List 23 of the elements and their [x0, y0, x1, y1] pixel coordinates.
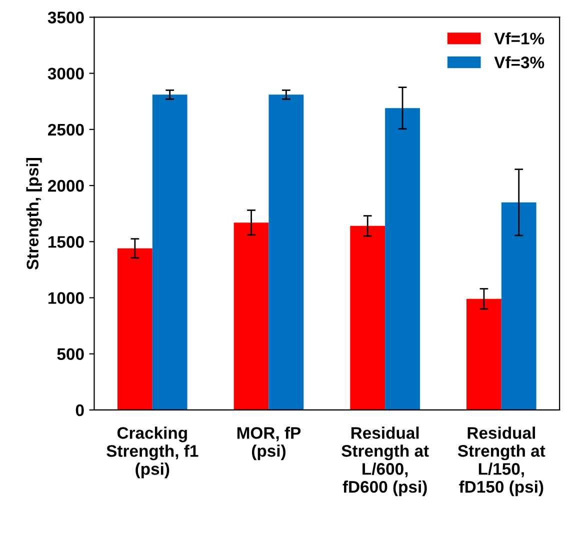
y-tick-label: 2500: [48, 124, 84, 136]
bar: [466, 298, 502, 410]
y-tick-label: 2000: [48, 180, 84, 192]
bar: [234, 222, 269, 410]
bar: [501, 202, 536, 410]
bar: [350, 226, 386, 410]
bar: [268, 94, 304, 410]
y-tick-label: 0: [76, 404, 84, 416]
bar: [152, 94, 188, 410]
x-tick-label: MOR, fP (psi): [237, 426, 301, 460]
legend-label: Vf=3%: [494, 56, 544, 68]
y-tick-label: 1000: [48, 292, 84, 304]
y-tick-label: 3500: [48, 12, 84, 24]
x-tick-label: Residual Strength at L/600, fD600 (psi): [342, 426, 429, 496]
y-tick-label: 3000: [48, 68, 84, 80]
legend-label: Vf=1%: [494, 32, 544, 44]
bar: [385, 108, 420, 410]
y-tick-label: 500: [57, 348, 84, 360]
y-tick-label: 1500: [48, 236, 84, 248]
x-tick-label: Residual Strength at L/150, fD150 (psi): [458, 426, 546, 496]
x-tick-label: Cracking Strength, f1 (psi): [106, 426, 198, 478]
y-axis-title: Strength, [psi]: [26, 158, 42, 270]
bar: [117, 248, 152, 410]
